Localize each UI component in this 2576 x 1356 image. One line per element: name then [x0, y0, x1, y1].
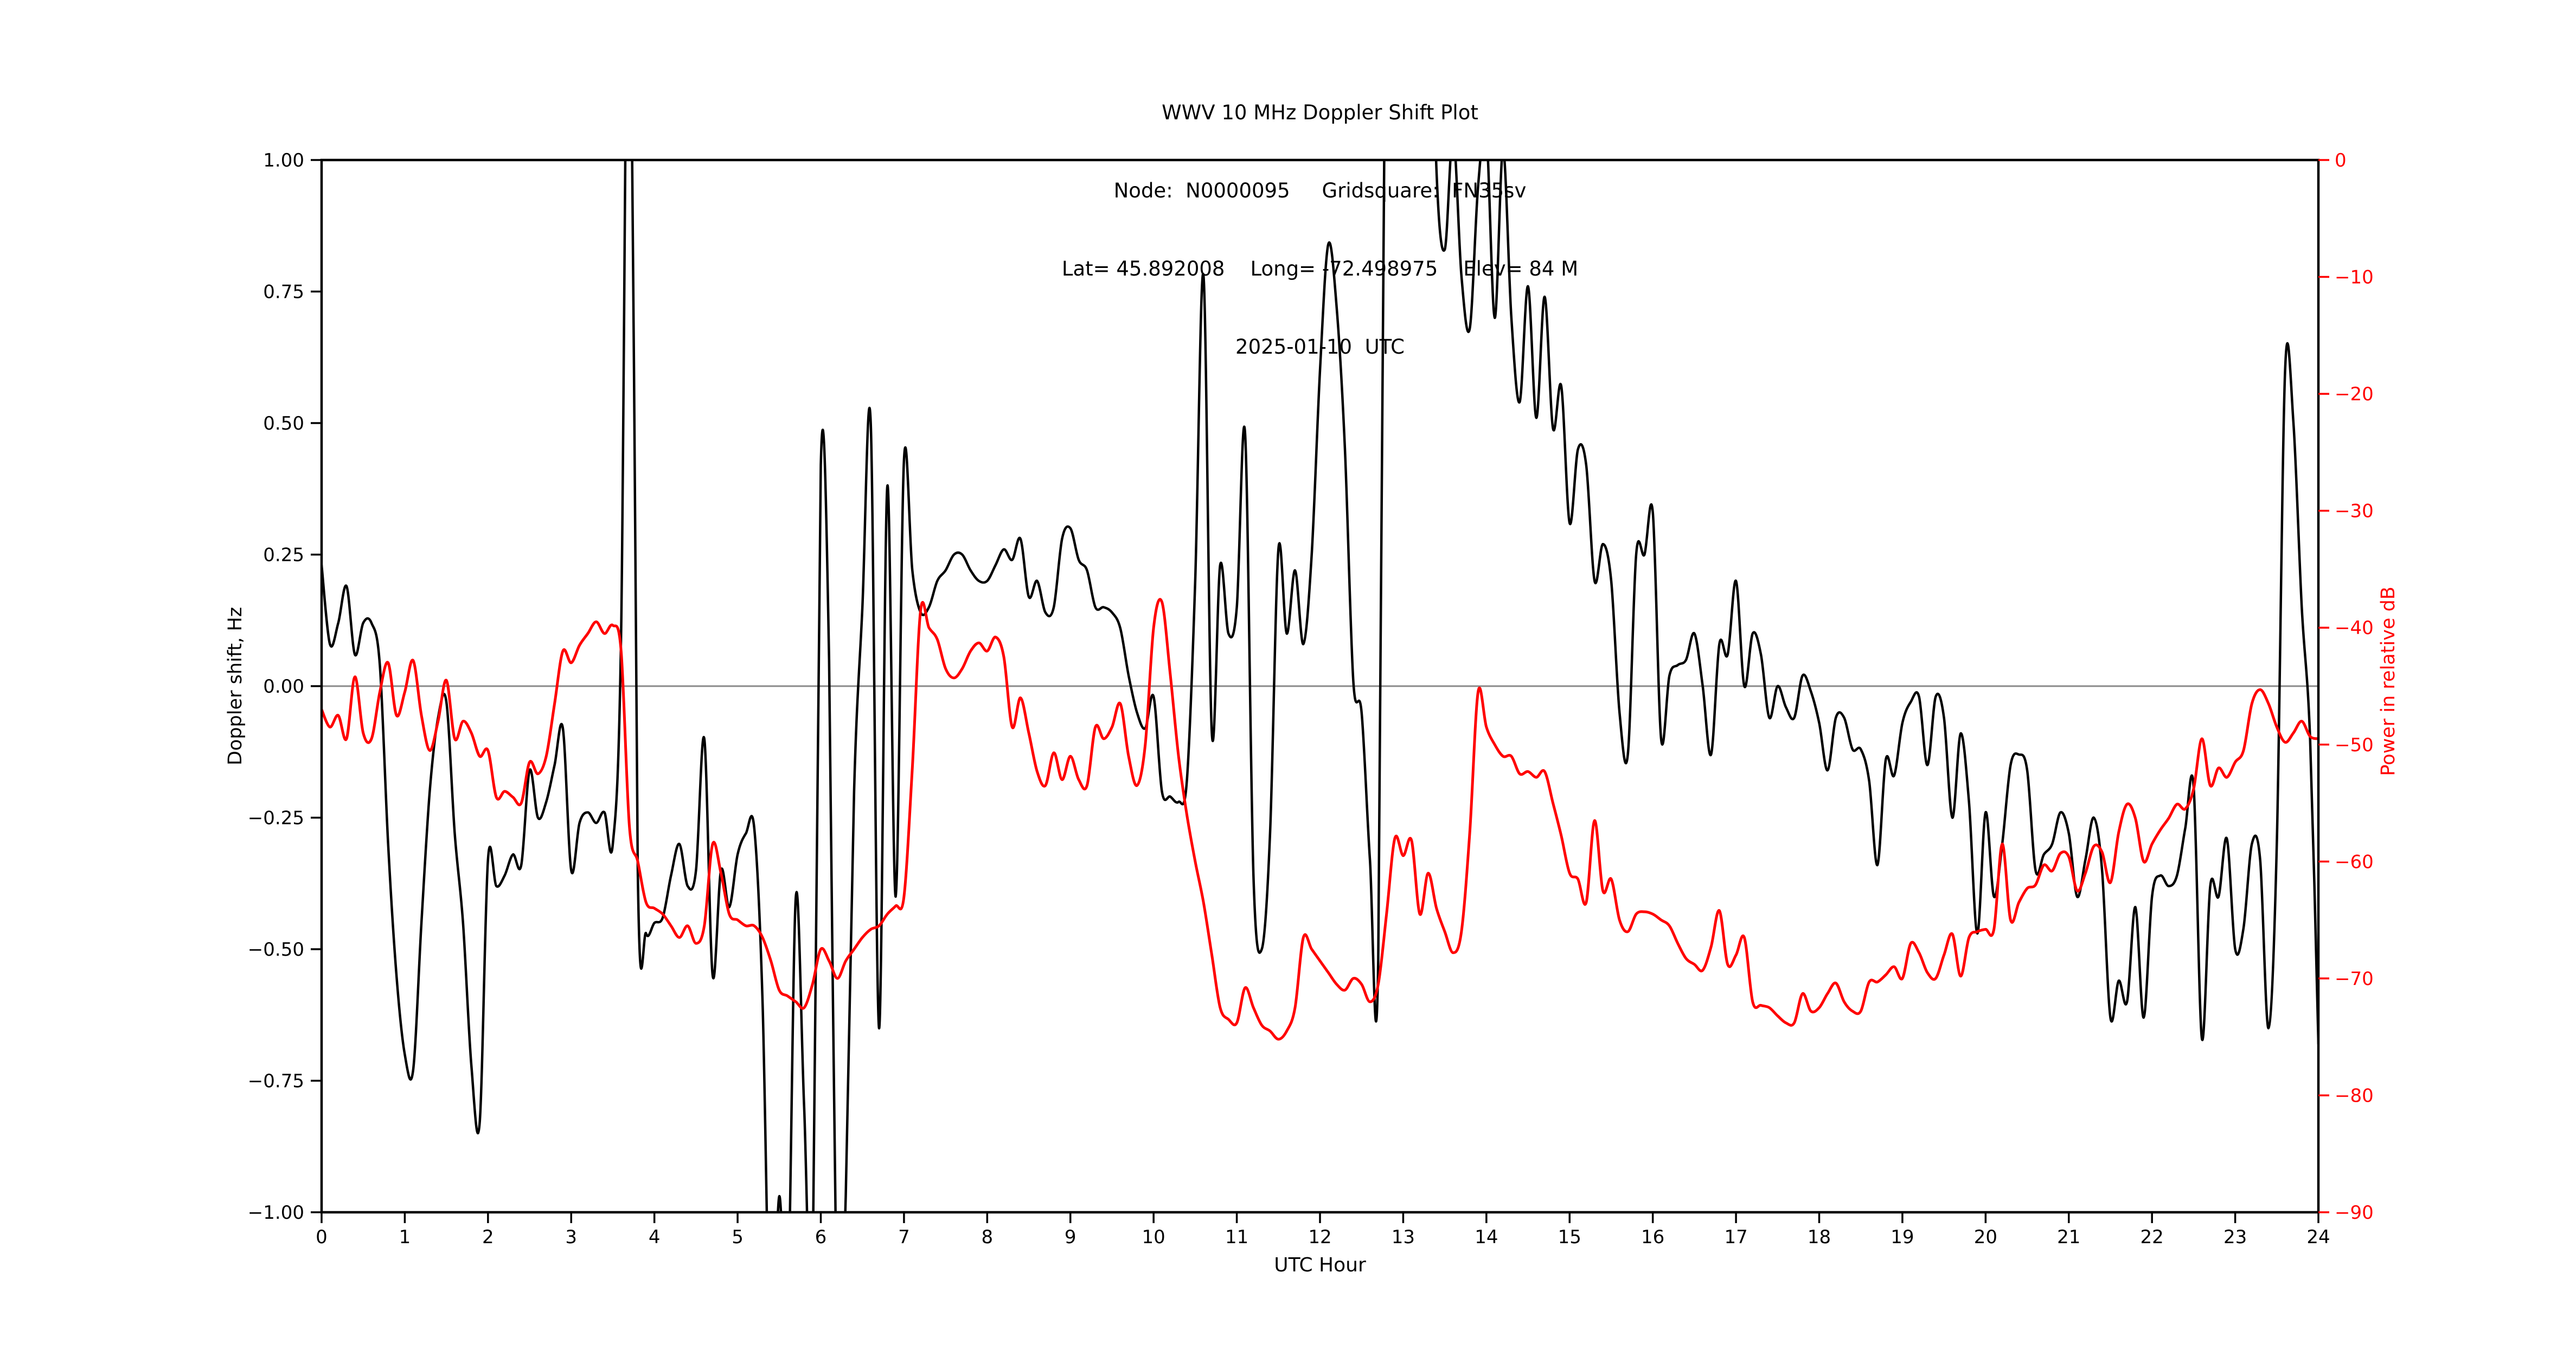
x-tick-label: 2	[482, 1226, 494, 1248]
x-tick-label: 6	[815, 1226, 827, 1248]
y-left-tick-label: −0.25	[248, 808, 304, 829]
y-right-tick-label: −20	[2335, 383, 2374, 405]
x-tick-label: 21	[2057, 1226, 2080, 1248]
y-left-tick-label: 1.00	[263, 150, 304, 171]
x-tick-label: 10	[1142, 1226, 1165, 1248]
x-tick-label: 20	[1974, 1226, 1997, 1248]
x-tick-label: 9	[1065, 1226, 1076, 1248]
x-tick-label: 24	[2306, 1226, 2330, 1248]
x-tick-label: 1	[399, 1226, 411, 1248]
x-tick-label: 0	[316, 1226, 328, 1248]
y-right-tick-label: −40	[2335, 617, 2374, 639]
y-right-tick-label: −80	[2335, 1085, 2374, 1106]
x-tick-label: 22	[2141, 1226, 2164, 1248]
y-left-tick-label: 0.50	[263, 413, 304, 434]
doppler-shift-line	[322, 160, 2318, 1212]
power-line	[322, 598, 2318, 1041]
y-right-tick-label: 0	[2335, 150, 2347, 171]
x-tick-label: 15	[1558, 1226, 1581, 1248]
y-right-tick-label: −90	[2335, 1202, 2374, 1224]
x-tick-label: 18	[1808, 1226, 1831, 1248]
x-tick-label: 16	[1641, 1226, 1664, 1248]
y-left-tick-label: −0.50	[248, 939, 304, 961]
y-right-tick-label: −50	[2335, 734, 2374, 756]
x-axis-label: UTC Hour	[1274, 1254, 1366, 1276]
y-left-tick-label: −0.75	[248, 1071, 304, 1092]
x-tick-label: 11	[1225, 1226, 1248, 1248]
x-tick-label: 14	[1475, 1226, 1498, 1248]
x-tick-label: 4	[649, 1226, 661, 1248]
plot-title: WWV 10 MHz Doppler Shift Plot	[1162, 101, 1478, 124]
y-right-tick-label: −30	[2335, 501, 2374, 522]
y-right-tick-label: −70	[2335, 968, 2374, 990]
x-tick-label: 23	[2223, 1226, 2247, 1248]
y-right-tick-label: −60	[2335, 851, 2374, 873]
x-tick-label: 12	[1308, 1226, 1331, 1248]
y-left-tick-label: 0.25	[263, 545, 304, 566]
x-tick-label: 5	[732, 1226, 744, 1248]
y-right-tick-label: −10	[2335, 267, 2374, 289]
x-tick-label: 13	[1392, 1226, 1415, 1248]
x-tick-label: 17	[1724, 1226, 1747, 1248]
plot-subtitle-date: 2025-01-10 UTC	[1235, 335, 1405, 359]
x-tick-label: 3	[565, 1226, 577, 1248]
plot-subtitle-location: Lat= 45.892008 Long= -72.498975 Elev= 84…	[1061, 257, 1579, 280]
curves-group	[322, 160, 2318, 1212]
y-left-tick-label: 0.75	[263, 282, 304, 303]
y-left-tick-label: −1.00	[248, 1202, 304, 1224]
y-left-tick-label: 0.00	[263, 676, 304, 698]
x-tick-label: 19	[1891, 1226, 1914, 1248]
x-tick-label: 7	[898, 1226, 910, 1248]
x-tick-label: 8	[982, 1226, 994, 1248]
title-block: WWV 10 MHz Doppler Shift Plot Node: N000…	[322, 48, 2318, 412]
